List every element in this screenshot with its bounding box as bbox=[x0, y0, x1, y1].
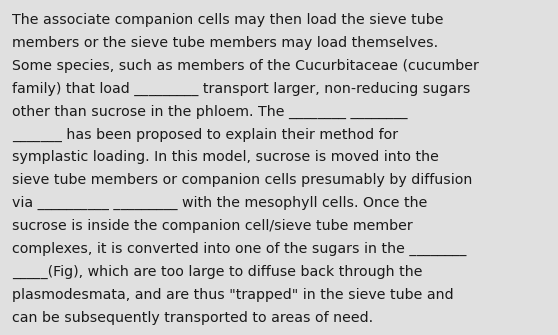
Text: complexes, it is converted into one of the sugars in the ________: complexes, it is converted into one of t… bbox=[12, 242, 466, 256]
Text: family) that load _________ transport larger, non-reducing sugars: family) that load _________ transport la… bbox=[12, 82, 470, 96]
Text: plasmodesmata, and are thus "trapped" in the sieve tube and: plasmodesmata, and are thus "trapped" in… bbox=[12, 288, 454, 302]
Text: via __________ _________ with the mesophyll cells. Once the: via __________ _________ with the mesoph… bbox=[12, 196, 427, 210]
Text: Some species, such as members of the Cucurbitaceae (cucumber: Some species, such as members of the Cuc… bbox=[12, 59, 479, 73]
Text: sucrose is inside the companion cell/sieve tube member: sucrose is inside the companion cell/sie… bbox=[12, 219, 413, 233]
Text: _______ has been proposed to explain their method for: _______ has been proposed to explain the… bbox=[12, 128, 398, 142]
Text: other than sucrose in the phloem. The ________ ________: other than sucrose in the phloem. The __… bbox=[12, 105, 408, 119]
Text: can be subsequently transported to areas of need.: can be subsequently transported to areas… bbox=[12, 311, 373, 325]
Text: The associate companion cells may then load the sieve tube: The associate companion cells may then l… bbox=[12, 13, 444, 27]
Text: sieve tube members or companion cells presumably by diffusion: sieve tube members or companion cells pr… bbox=[12, 174, 473, 187]
Text: _____(Fig), which are too large to diffuse back through the: _____(Fig), which are too large to diffu… bbox=[12, 265, 423, 279]
Text: members or the sieve tube members may load themselves.: members or the sieve tube members may lo… bbox=[12, 36, 439, 50]
Text: symplastic loading. In this model, sucrose is moved into the: symplastic loading. In this model, sucro… bbox=[12, 150, 439, 164]
